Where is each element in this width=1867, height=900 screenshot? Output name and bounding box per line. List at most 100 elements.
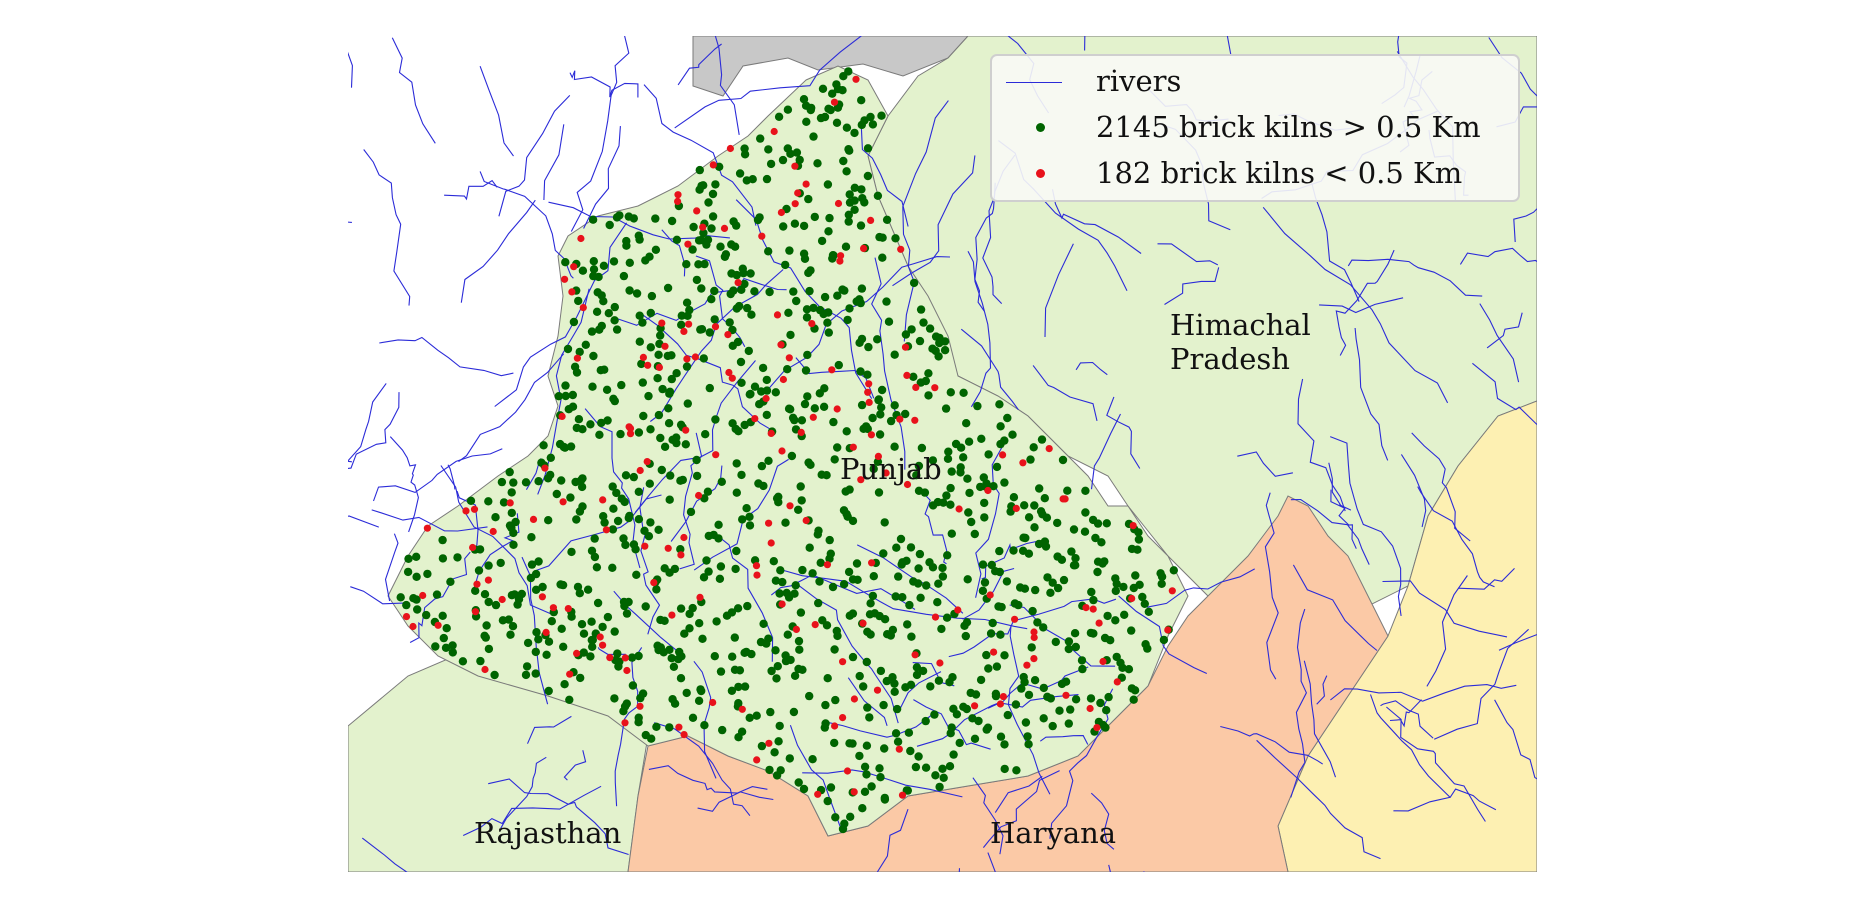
river-line <box>714 36 740 135</box>
kiln-far-marker <box>699 354 708 363</box>
kiln-far-marker <box>928 456 938 465</box>
kiln-near-marker <box>860 244 868 252</box>
kiln-far-marker <box>978 586 988 595</box>
kiln-far-marker <box>711 415 720 424</box>
kiln-far-marker <box>513 600 522 609</box>
kiln-far-marker <box>681 440 690 449</box>
kiln-far-marker <box>592 307 602 316</box>
kiln-far-marker <box>769 557 778 566</box>
river-line <box>1411 432 1471 542</box>
kiln-far-marker <box>842 123 852 132</box>
kiln-far-marker <box>631 545 640 554</box>
kiln-far-marker <box>686 507 696 517</box>
kiln-far-marker <box>965 488 974 498</box>
kiln-far-marker <box>654 525 663 534</box>
river-line <box>1330 684 1517 702</box>
kiln-near-marker <box>1012 504 1020 512</box>
kiln-far-marker <box>589 265 599 274</box>
kiln-far-marker <box>608 525 618 534</box>
kiln-far-marker <box>565 695 574 704</box>
kiln-far-marker <box>816 558 825 567</box>
kiln-far-marker <box>733 337 743 347</box>
kiln-far-marker <box>527 560 537 569</box>
kiln-near-marker <box>1030 628 1038 636</box>
kiln-far-marker <box>1003 413 1012 423</box>
kiln-far-marker <box>1000 764 1009 774</box>
kiln-far-marker <box>1102 519 1111 528</box>
kiln-far-marker <box>595 430 604 439</box>
kiln-far-marker <box>850 205 859 214</box>
kiln-far-marker <box>546 453 555 462</box>
river-line <box>767 256 951 390</box>
kiln-far-marker <box>507 508 516 518</box>
kiln-near-marker <box>802 516 810 525</box>
label-punjab: Punjab <box>840 452 942 486</box>
kiln-far-marker <box>729 217 738 226</box>
kiln-far-marker <box>572 423 581 433</box>
kiln-near-marker <box>811 621 819 629</box>
kiln-far-marker <box>717 477 726 486</box>
kiln-far-marker <box>544 516 553 525</box>
kiln-far-marker <box>1063 486 1072 495</box>
kiln-near-marker <box>566 670 574 678</box>
kiln-near-marker <box>473 580 481 588</box>
legend-label-rivers: rivers <box>1096 64 1182 98</box>
kiln-far-marker <box>743 601 752 611</box>
kiln-far-marker <box>568 402 578 411</box>
kiln-far-marker <box>757 741 767 751</box>
kiln-far-marker <box>1157 579 1166 588</box>
kiln-far-marker <box>744 346 753 356</box>
kiln-far-marker <box>882 297 891 306</box>
kiln-far-marker <box>796 608 806 617</box>
kiln-far-marker <box>803 350 812 360</box>
river-line <box>1290 498 1370 565</box>
kiln-far-marker <box>783 365 792 374</box>
kiln-far-marker <box>722 611 732 620</box>
kiln-far-marker <box>771 646 780 655</box>
kiln-far-marker <box>938 563 947 573</box>
kiln-near-marker <box>864 388 872 396</box>
kiln-far-marker <box>801 366 811 375</box>
kiln-far-marker <box>689 222 698 232</box>
kiln-far-marker <box>507 591 517 600</box>
kiln-far-marker <box>682 688 691 698</box>
kiln-near-marker <box>471 608 480 616</box>
river-line <box>1393 788 1497 812</box>
kiln-far-marker <box>1070 629 1080 638</box>
kiln-far-marker <box>746 269 755 278</box>
kiln-far-marker <box>646 518 655 527</box>
kiln-far-marker <box>613 516 623 526</box>
river-line <box>1494 699 1537 780</box>
kiln-far-marker <box>764 247 773 256</box>
kiln-far-marker <box>505 467 514 477</box>
kiln-far-marker <box>603 416 612 425</box>
kiln-near-marker <box>623 666 631 675</box>
kiln-far-marker <box>1089 595 1098 605</box>
kiln-far-marker <box>874 395 883 404</box>
kiln-far-marker <box>1028 606 1037 616</box>
kiln-near-marker <box>596 633 604 641</box>
kiln-far-marker <box>566 442 576 451</box>
kiln-far-marker <box>921 763 931 772</box>
kiln-far-marker <box>786 149 795 158</box>
river-line <box>584 408 641 569</box>
kiln-far-marker <box>1038 510 1047 519</box>
kiln-far-marker <box>575 589 584 598</box>
kiln-far-marker <box>822 621 832 630</box>
kiln-far-marker <box>862 657 871 667</box>
kiln-far-marker <box>554 392 563 401</box>
river-line <box>1459 247 1537 265</box>
kiln-far-marker <box>612 213 622 222</box>
kiln-far-marker <box>863 703 872 712</box>
river-line <box>409 551 471 643</box>
kiln-far-marker <box>790 671 800 680</box>
kiln-far-marker <box>1040 537 1050 546</box>
kiln-far-marker <box>670 699 680 708</box>
river-line <box>1118 595 1208 675</box>
kiln-far-marker <box>1020 677 1029 687</box>
kiln-far-marker <box>931 771 940 780</box>
kiln-far-marker <box>1088 515 1098 525</box>
kiln-far-marker <box>876 773 885 782</box>
kiln-far-marker <box>964 437 974 446</box>
kiln-far-marker <box>653 374 662 383</box>
